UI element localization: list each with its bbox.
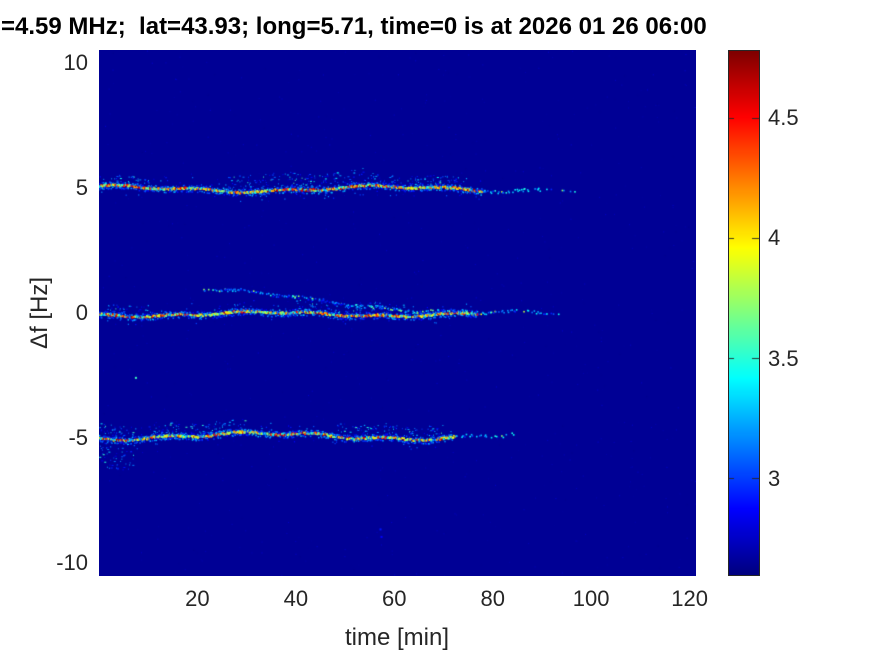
colorbar-tick-label: 3 [768, 466, 781, 492]
colorbar-gradient-canvas [729, 51, 759, 575]
plot-title: =4.59 MHz; lat=43.93; long=5.71, time=0 … [1, 13, 707, 40]
y-axis-label: Δf [Hz] [26, 276, 53, 350]
x-tick-label: 80 [480, 586, 505, 611]
x-tick-label: 100 [572, 586, 610, 611]
heatmap-canvas [99, 50, 696, 576]
colorbar-tick-label: 4 [768, 225, 781, 251]
colorbar [728, 50, 760, 576]
colorbar-tick-label: 4.5 [768, 104, 799, 130]
y-tick-label: 10 [63, 49, 88, 75]
x-tick-label: 20 [185, 586, 210, 611]
y-tick-label: -5 [68, 425, 88, 451]
y-tick-label: 5 [75, 174, 88, 200]
x-tick-label: 40 [283, 586, 309, 611]
y-tick-label: 0 [75, 300, 88, 325]
heatmap-plot-area [99, 50, 696, 576]
x-axis-label: time [min] [344, 624, 450, 651]
x-tick-label: 60 [382, 586, 407, 611]
y-tick-label: -10 [56, 550, 88, 576]
colorbar-tick-label: 3.5 [768, 345, 799, 371]
x-tick-label: 120 [671, 586, 708, 611]
